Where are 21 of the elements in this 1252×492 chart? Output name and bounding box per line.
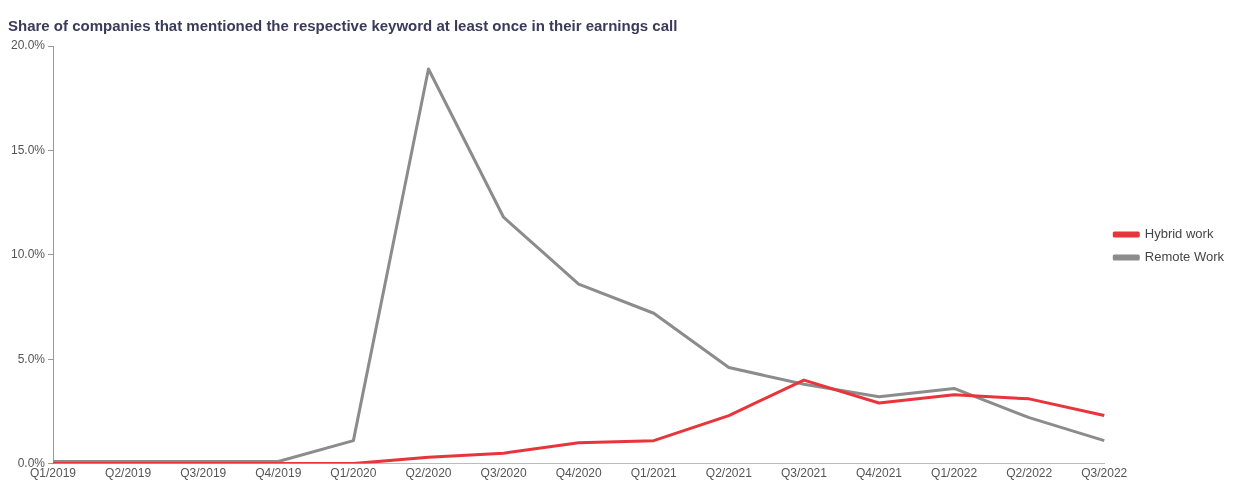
x-tick-label: Q1/2021: [630, 466, 678, 481]
x-tick-label: Q1/2022: [931, 466, 978, 481]
y-tick-label: 5.0%: [17, 351, 46, 366]
x-tick-label: Q3/2020: [480, 466, 527, 481]
legend-label: Remote Work: [1144, 249, 1225, 265]
x-tick-label: Q3/2021: [780, 466, 828, 481]
x-tick-label: Q4/2021: [855, 466, 903, 481]
y-tick-label: 20.0%: [10, 38, 46, 53]
x-tick-label: Q4/2020: [555, 466, 602, 481]
x-tick-label: Q4/2019: [255, 466, 302, 481]
chart-title: Share of companies that mentioned the respective keyword at least once in their earnings call: [8, 17, 678, 35]
x-tick-label: Q1/2020: [330, 466, 377, 481]
x-tick-label: Q2/2022: [1006, 466, 1053, 481]
legend-label: Hybrid work: [1144, 226, 1214, 242]
x-tick-label: Q2/2021: [705, 466, 753, 481]
x-tick-label: Q3/2019: [180, 466, 227, 481]
x-tick-label: Q2/2019: [105, 466, 152, 481]
y-tick-label: 15.0%: [10, 142, 46, 157]
x-tick-label: Q2/2020: [405, 466, 452, 481]
x-tick-label: Q3/2022: [1081, 466, 1128, 481]
y-tick-label: 10.0%: [10, 247, 46, 262]
